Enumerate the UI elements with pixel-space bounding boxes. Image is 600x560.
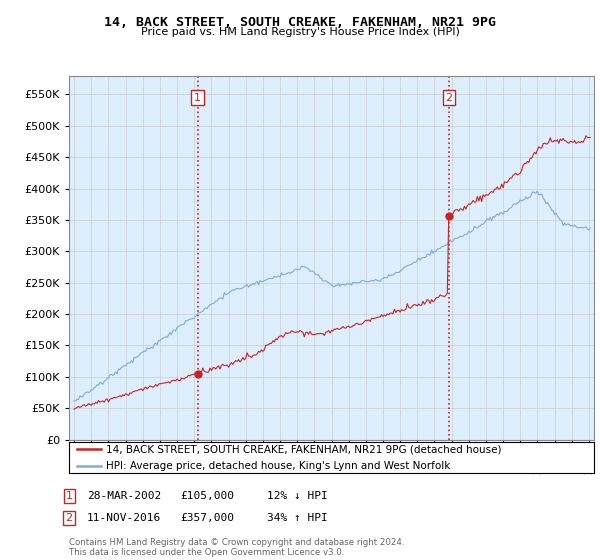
Text: 1: 1 (194, 92, 201, 102)
Text: 12% ↓ HPI: 12% ↓ HPI (267, 491, 328, 501)
Text: 28-MAR-2002: 28-MAR-2002 (87, 491, 161, 501)
Text: 14, BACK STREET, SOUTH CREAKE, FAKENHAM, NR21 9PG: 14, BACK STREET, SOUTH CREAKE, FAKENHAM,… (104, 16, 496, 29)
Text: 2: 2 (445, 92, 452, 102)
Text: 1: 1 (65, 491, 73, 501)
Text: 2: 2 (65, 513, 73, 523)
Text: 14, BACK STREET, SOUTH CREAKE, FAKENHAM, NR21 9PG (detached house): 14, BACK STREET, SOUTH CREAKE, FAKENHAM,… (106, 444, 501, 454)
Text: 34% ↑ HPI: 34% ↑ HPI (267, 513, 328, 523)
Text: 11-NOV-2016: 11-NOV-2016 (87, 513, 161, 523)
Text: Price paid vs. HM Land Registry's House Price Index (HPI): Price paid vs. HM Land Registry's House … (140, 27, 460, 37)
Text: HPI: Average price, detached house, King's Lynn and West Norfolk: HPI: Average price, detached house, King… (106, 461, 450, 472)
Text: £357,000: £357,000 (180, 513, 234, 523)
Text: Contains HM Land Registry data © Crown copyright and database right 2024.
This d: Contains HM Land Registry data © Crown c… (69, 538, 404, 557)
Text: £105,000: £105,000 (180, 491, 234, 501)
